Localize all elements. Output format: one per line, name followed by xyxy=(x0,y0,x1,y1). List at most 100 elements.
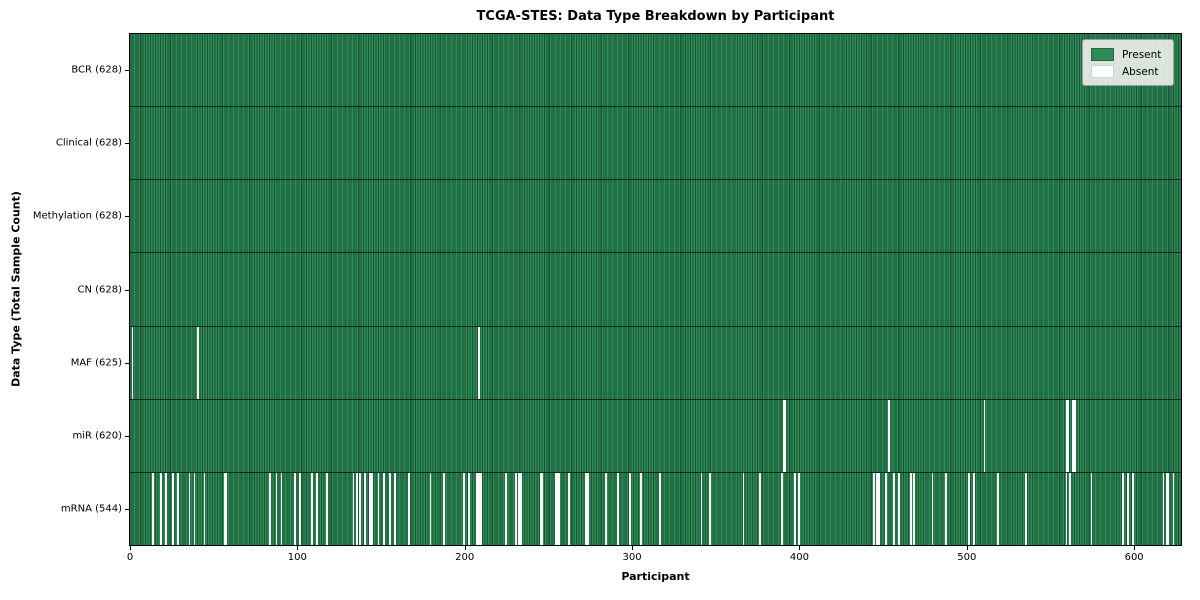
absent-mark xyxy=(160,472,162,545)
absent-mark xyxy=(540,472,542,545)
absent-mark xyxy=(377,472,380,545)
ytick-label-bcr: BCR (628) xyxy=(71,64,122,76)
absent-mark xyxy=(983,399,986,472)
xtick-mark xyxy=(130,546,131,550)
absent-mark xyxy=(463,472,465,545)
absent-mark xyxy=(893,472,895,545)
ytick-mark xyxy=(125,142,129,144)
absent-mark xyxy=(310,472,313,545)
legend: Present Absent xyxy=(1082,39,1174,86)
absent-mark xyxy=(898,472,900,545)
absent-mark xyxy=(784,399,787,472)
legend-label-absent: Absent xyxy=(1122,65,1159,78)
absent-mark xyxy=(131,326,134,399)
row-band-methylation xyxy=(130,180,1181,254)
absent-mark xyxy=(888,399,890,472)
absent-mark xyxy=(1122,472,1125,545)
absent-mark xyxy=(203,472,206,545)
absent-mark xyxy=(176,472,179,545)
absent-mark xyxy=(742,472,745,545)
absent-mark xyxy=(605,472,608,545)
absent-mark xyxy=(188,472,191,545)
absent-mark xyxy=(913,472,916,545)
xtick-label-200: 200 xyxy=(455,552,475,563)
absent-mark xyxy=(468,472,470,545)
xtick-mark xyxy=(297,546,299,550)
absent-mark xyxy=(555,472,557,545)
ytick-label-cn: CN (628) xyxy=(77,284,122,295)
absent-mark xyxy=(1167,472,1170,545)
absent-mark xyxy=(759,472,762,545)
absent-mark xyxy=(1072,399,1074,472)
absent-mark xyxy=(909,472,912,545)
absent-mark xyxy=(193,472,196,545)
absent-mark xyxy=(370,472,373,545)
xtick-mark xyxy=(799,546,801,550)
present-swatch-icon xyxy=(1091,48,1114,61)
row-band-mrna xyxy=(130,472,1181,545)
absent-mark xyxy=(165,472,167,545)
row-band-maf xyxy=(130,326,1181,400)
absent-mark xyxy=(1132,472,1135,545)
absent-mark xyxy=(628,472,631,545)
absent-mark xyxy=(878,472,880,545)
absent-mark xyxy=(478,326,480,399)
absent-mark xyxy=(1172,472,1175,545)
ytick-label-clinical: Clinical (628) xyxy=(55,137,122,149)
absent-mark xyxy=(1127,472,1130,545)
row-band-cn xyxy=(130,253,1181,327)
ytick-mark xyxy=(125,509,129,511)
ytick-mark xyxy=(125,289,129,291)
absent-mark xyxy=(794,472,797,545)
absent-mark xyxy=(996,472,999,545)
absent-mark xyxy=(541,472,544,545)
absent-mark xyxy=(558,472,561,545)
absent-mark xyxy=(931,472,934,545)
absent-mark xyxy=(369,472,372,545)
absent-mark xyxy=(315,472,318,545)
absent-mark xyxy=(973,472,976,545)
row-band-bcr xyxy=(130,34,1181,108)
xtick-mark xyxy=(632,546,634,550)
absent-mark xyxy=(382,472,385,545)
xtick-mark xyxy=(464,546,466,550)
xtick-label-400: 400 xyxy=(789,552,809,563)
absent-mark xyxy=(196,326,199,399)
ytick-label-mir: miR (620) xyxy=(72,430,122,442)
absent-mark xyxy=(700,472,703,545)
y-axis-label: Data Type (Total Sample Count) xyxy=(9,191,23,387)
plot-area xyxy=(129,33,1182,546)
absent-swatch-icon xyxy=(1091,65,1114,78)
absent-mark xyxy=(556,472,559,545)
absent-mark xyxy=(355,472,358,545)
absent-mark xyxy=(782,399,785,472)
ytick-label-methylation: Methylation (628) xyxy=(32,210,122,222)
absent-mark xyxy=(294,472,296,545)
absent-mark xyxy=(479,472,482,545)
absent-mark xyxy=(299,472,301,545)
absent-mark xyxy=(280,472,283,545)
xtick-label-300: 300 xyxy=(622,552,642,563)
absent-mark xyxy=(514,472,517,545)
absent-mark xyxy=(268,472,271,545)
absent-mark xyxy=(171,472,174,545)
absent-mark xyxy=(1065,399,1068,472)
absent-mark xyxy=(478,472,480,545)
xtick-mark xyxy=(966,546,968,550)
x-axis-label: Participant xyxy=(621,570,690,583)
absent-mark xyxy=(394,472,397,545)
ytick-mark xyxy=(125,362,129,364)
xtick-label-100: 100 xyxy=(287,552,307,563)
absent-mark xyxy=(586,472,589,545)
absent-mark xyxy=(1067,399,1069,472)
ytick-mark xyxy=(125,216,129,218)
absent-mark xyxy=(429,472,432,545)
legend-entry-absent: Absent xyxy=(1091,63,1165,80)
absent-mark xyxy=(585,472,587,545)
absent-mark xyxy=(640,472,643,545)
absent-mark xyxy=(873,472,875,545)
absent-mark xyxy=(781,472,783,545)
ytick-label-maf: MAF (625) xyxy=(70,357,122,369)
absent-mark xyxy=(709,472,711,545)
absent-mark xyxy=(945,472,947,545)
